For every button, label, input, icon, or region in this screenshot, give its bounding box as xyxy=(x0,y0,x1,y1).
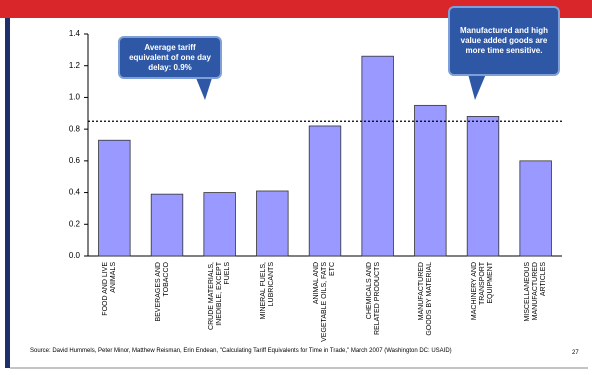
callout: Average tariff equivalent of one day del… xyxy=(118,36,222,79)
page-number: 27 xyxy=(572,350,579,356)
bar xyxy=(466,116,500,257)
bar xyxy=(414,104,447,257)
y-tick-label: 0.8 xyxy=(69,124,81,133)
bar xyxy=(519,160,552,257)
x-tick-label: MANUFACTURED GOODS BY MATERIAL xyxy=(418,262,434,336)
x-tick-label: MINERAL FUELS, LUBRICANTS xyxy=(260,262,276,320)
bar xyxy=(150,193,184,257)
callout-arrow xyxy=(468,74,486,100)
side-bar xyxy=(5,18,10,368)
x-tick-label: MACHINERY AND TRANSPORT EQUIPMENT xyxy=(471,262,494,321)
bar xyxy=(308,125,342,257)
x-tick-label: BEVERAGES AND TOBACCO xyxy=(155,262,170,322)
callout: Manufactured and high value added goods … xyxy=(448,6,560,76)
bar xyxy=(361,55,394,257)
y-tick-label: 0.4 xyxy=(69,188,81,197)
bar xyxy=(98,139,131,257)
x-tick-label: MISCELLANEOUS MANUFACTURED ARTICLES xyxy=(523,262,547,322)
bar xyxy=(203,192,236,257)
y-tick-label: 0.6 xyxy=(69,156,81,165)
y-tick-label: 0.0 xyxy=(69,251,81,260)
y-tick-label: 1.0 xyxy=(69,93,81,102)
callout-arrow xyxy=(196,78,212,100)
x-tick-label: ANIMAL AND VEGETABLE OILS, FATS ETC xyxy=(313,262,336,342)
bar xyxy=(256,190,289,257)
x-tick-label: CRUDE MATERIALS, INEDIBLE, EXCEPT FUELS xyxy=(207,262,231,330)
header-bar xyxy=(0,0,592,18)
x-tick-label: FOOD AND LIVE ANIMALS xyxy=(102,262,118,316)
y-tick-label: 1.4 xyxy=(69,29,81,38)
x-tick-label: CHEMICALS AND RELATED PRODUCTS xyxy=(365,262,381,335)
y-tick-label: 1.2 xyxy=(69,61,81,70)
y-tick-label: 0.2 xyxy=(69,219,81,228)
source-note: Source: David Hummels, Peter Minor, Matt… xyxy=(30,348,452,354)
